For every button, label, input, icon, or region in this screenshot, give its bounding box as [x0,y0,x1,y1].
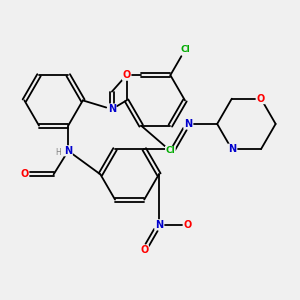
Text: N: N [108,104,116,114]
Text: O: O [184,220,192,230]
Text: N: N [228,144,236,154]
Text: N: N [64,146,72,156]
Text: O: O [257,94,265,104]
Text: Cl: Cl [166,146,175,155]
Text: H: H [55,148,61,157]
Text: O: O [122,70,130,80]
Text: N: N [184,119,192,129]
Text: O: O [20,169,28,179]
Text: O: O [140,245,148,255]
Text: N: N [155,220,163,230]
Text: Cl: Cl [180,46,190,55]
